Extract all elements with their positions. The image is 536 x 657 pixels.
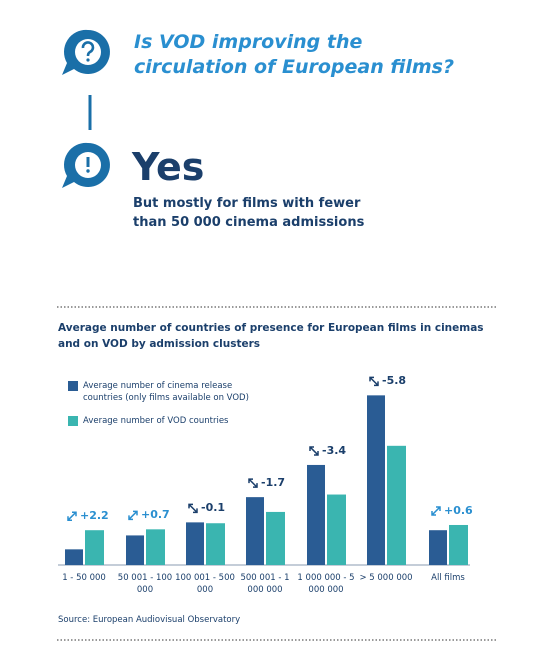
legend-swatch <box>68 381 78 391</box>
difference-arrow <box>188 503 198 514</box>
source: Source: European Audiovisual Observatory <box>58 615 241 625</box>
bar <box>246 497 264 565</box>
legend-label: Average number of VOD countries <box>83 416 229 426</box>
question: Is VOD improving the circulation of Euro… <box>134 31 454 78</box>
x-tick-label: 1 000 000 - 5 000 000 <box>297 573 355 595</box>
difference-label: -5.8 <box>382 374 407 388</box>
bar <box>449 524 468 565</box>
chart-title: Average number of countries of presence … <box>58 322 484 350</box>
difference-label: +0.6 <box>444 503 473 517</box>
difference-label: +0.7 <box>141 508 170 522</box>
difference-label: -0.1 <box>201 501 226 515</box>
difference-label: +2.2 <box>80 509 109 523</box>
difference-label: -3.4 <box>322 443 347 457</box>
difference-arrow <box>67 511 77 521</box>
legend-swatch <box>68 416 78 426</box>
difference-arrow <box>128 510 138 521</box>
answer-detail: But mostly for films with fewer than 50 … <box>133 196 365 230</box>
difference-arrow <box>248 478 258 488</box>
bar <box>206 523 225 565</box>
x-tick-label: 1 - 50 000 <box>62 573 106 583</box>
x-tick-label: 500 001 - 1 000 000 <box>240 573 290 595</box>
bar <box>387 445 406 565</box>
bar <box>85 530 104 565</box>
exclamation-icon <box>62 142 110 188</box>
bar <box>429 530 447 565</box>
bar <box>126 535 144 565</box>
difference-label: -1.7 <box>261 476 286 490</box>
bar <box>266 511 285 565</box>
bar <box>186 522 204 565</box>
bar <box>146 529 165 565</box>
x-tick-label: 50 001 - 100 000 <box>117 573 173 595</box>
x-tick-label: All films <box>431 573 465 583</box>
bar <box>327 494 346 565</box>
question-icon <box>62 29 110 75</box>
difference-arrow <box>369 376 379 387</box>
bar <box>307 464 325 565</box>
difference-arrow <box>431 506 441 516</box>
x-tick-label: > 5 000 000 <box>359 573 413 583</box>
legend-label: Average number of cinema release countri… <box>83 381 249 403</box>
answer: Yes <box>132 145 205 189</box>
x-tick-label: 100 001 - 500 000 <box>175 573 235 595</box>
bar <box>65 549 83 565</box>
bar <box>367 395 385 565</box>
difference-arrow <box>309 446 319 456</box>
